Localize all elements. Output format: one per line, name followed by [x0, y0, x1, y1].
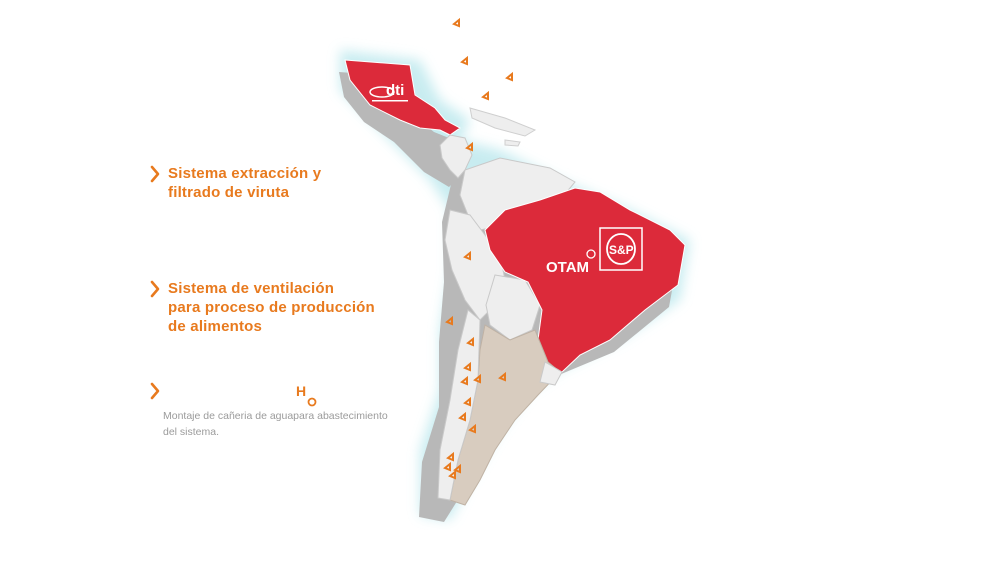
location-markers	[443, 17, 513, 480]
chevron-right-icon	[150, 165, 160, 183]
location-marker	[458, 411, 466, 422]
location-marker	[473, 373, 481, 384]
location-marker	[468, 423, 476, 434]
location-marker	[465, 141, 473, 152]
caribbean-islands	[469, 107, 537, 147]
central-america	[439, 134, 473, 179]
dti-logo-text: dti	[386, 82, 404, 99]
location-marker	[481, 90, 489, 101]
country-uruguay	[539, 361, 563, 386]
location-marker	[498, 371, 506, 382]
feature-label: Sistema extracción y filtrado de viruta	[168, 165, 322, 201]
marker-letter: H	[296, 383, 307, 399]
location-marker	[446, 451, 454, 462]
country-chile	[437, 309, 481, 501]
dti-logo: dti	[369, 82, 408, 102]
location-marker	[452, 17, 460, 28]
location-marker	[460, 375, 468, 386]
otam-logo-text: OTAM	[546, 259, 589, 276]
location-marker	[443, 461, 451, 472]
chevron-right-icon	[150, 280, 160, 298]
chevron-right-icon	[150, 382, 160, 400]
location-marker	[463, 361, 471, 372]
latin-america-map: dti OTAM S&P	[307, 17, 690, 522]
location-marker	[453, 463, 461, 474]
feature-description: Montaje de cañeria de aguapara abastecim…	[163, 410, 388, 438]
country-brazil	[484, 187, 686, 373]
otam-logo: OTAM	[546, 249, 596, 276]
feature-label: Sistema de ventilación para proceso de p…	[168, 280, 375, 335]
sp-logo: S&P	[599, 227, 643, 271]
location-marker	[463, 396, 471, 407]
location-marker	[463, 250, 471, 261]
location-marker	[448, 469, 456, 480]
country-bolivia	[485, 274, 541, 341]
location-circle-marker	[307, 397, 317, 407]
location-marker	[460, 55, 468, 66]
sp-logo-text: S&P	[609, 243, 634, 257]
feature-item-3	[150, 381, 410, 405]
location-marker	[505, 71, 513, 82]
feature-item-2: Sistema de ventilación para proceso de p…	[150, 279, 410, 339]
feature-item-1: Sistema extracción y filtrado de viruta	[150, 164, 350, 204]
location-marker	[466, 336, 474, 347]
location-marker	[445, 315, 453, 326]
